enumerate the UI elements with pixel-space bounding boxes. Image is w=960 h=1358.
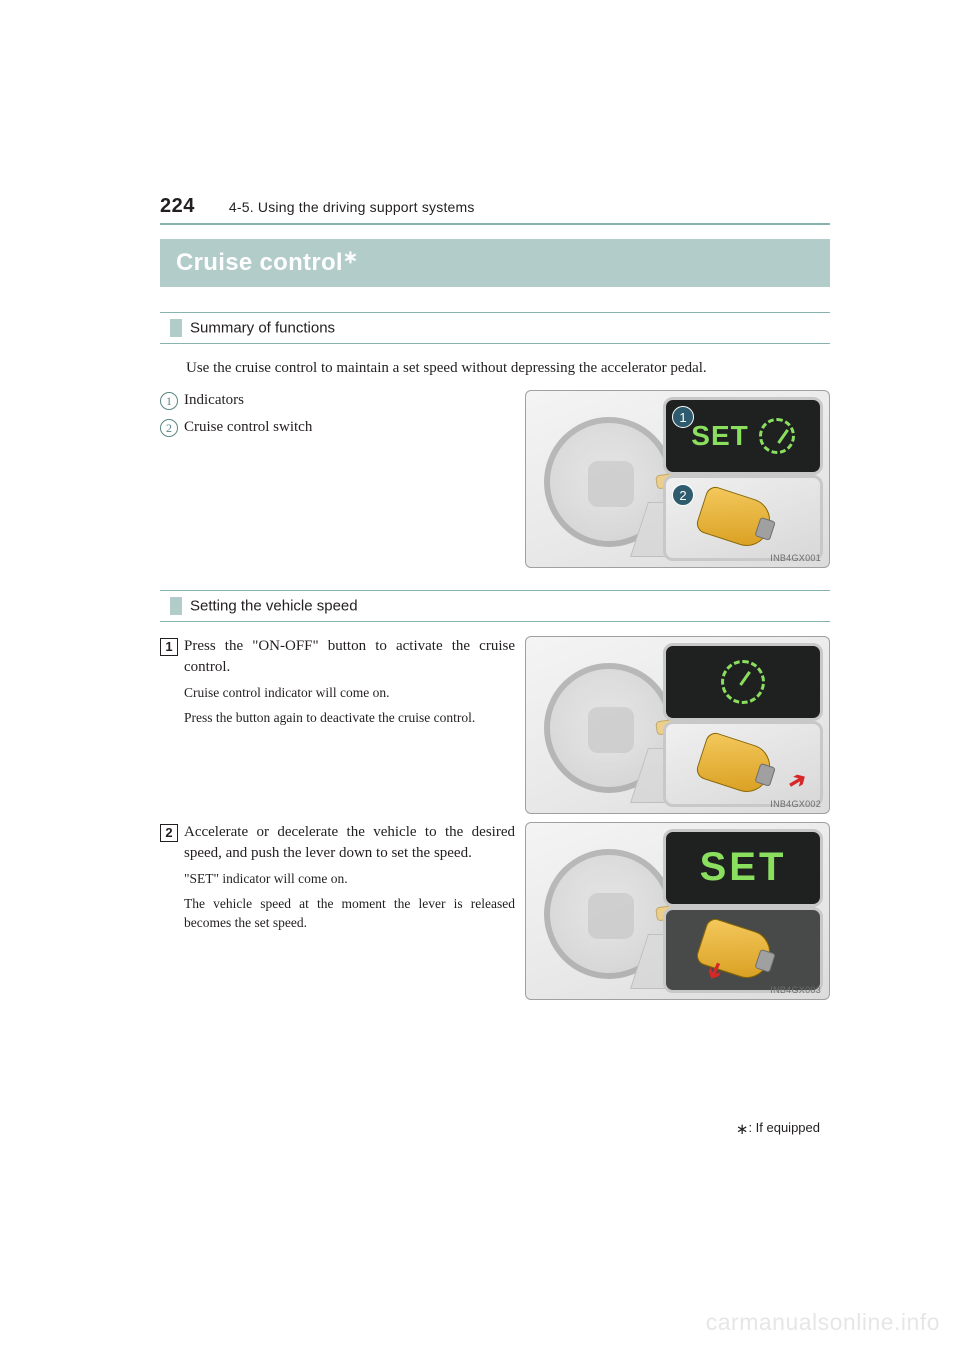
heading-accent-bar <box>170 597 182 615</box>
step-figure-col: ➔ INB4GX002 <box>525 636 830 822</box>
footnote: ∗: If equipped <box>736 1120 820 1138</box>
step-item: 2 Accelerate or decelerate the vehicle t… <box>160 822 515 933</box>
heading-text: Summary of functions <box>190 320 335 337</box>
speedometer-icon <box>759 418 795 454</box>
lever-inset: ➔ <box>663 907 823 993</box>
step-left-col: 2 Accelerate or decelerate the vehicle t… <box>160 822 515 1008</box>
page-number: 224 <box>160 195 195 217</box>
callout-item: 1 Indicators <box>160 390 515 411</box>
topic-title: Cruise control <box>176 249 343 276</box>
topic-title-bar: Cruise control∗ <box>160 239 830 287</box>
cruise-lever-icon <box>694 730 775 797</box>
step-sub-text: Cruise control indicator will come on. <box>184 684 515 703</box>
figure-step-1: ➔ INB4GX002 <box>525 636 830 814</box>
step-main-text: Press the "ON-OFF" button to activate th… <box>184 636 515 678</box>
step-text-block: Accelerate or decelerate the vehicle to … <box>184 822 515 933</box>
callout-item: 2 Cruise control switch <box>160 417 515 438</box>
step-text-block: Press the "ON-OFF" button to activate th… <box>184 636 515 728</box>
heading-text: Setting the vehicle speed <box>190 597 358 614</box>
lever-button-icon <box>754 763 775 787</box>
step-item: 1 Press the "ON-OFF" button to activate … <box>160 636 515 728</box>
summary-intro-text: Use the cruise control to maintain a set… <box>186 358 830 380</box>
step-marker-square: 2 <box>160 824 178 842</box>
step-figure-col: SET ➔ INB4GX003 <box>525 822 830 1008</box>
manual-page: 224 4-5. Using the driving support syste… <box>0 0 960 1008</box>
figure-caption: INB4GX001 <box>770 553 821 563</box>
lever-button-icon <box>754 949 775 973</box>
press-arrow-icon: ➔ <box>782 765 811 797</box>
lever-button-icon <box>754 517 775 541</box>
summary-left-col: 1 Indicators 2 Cruise control switch <box>160 390 515 576</box>
step-row: 1 Press the "ON-OFF" button to activate … <box>160 636 830 822</box>
indicator-inset: SET <box>663 829 823 907</box>
indicator-inset: 1 SET <box>663 397 823 475</box>
footnote-symbol: ∗ <box>736 1121 749 1138</box>
callout-badge: 2 <box>672 484 694 506</box>
footnote-text: : If equipped <box>748 1120 820 1135</box>
step-sub-text: "SET" indicator will come on. <box>184 870 515 889</box>
indicator-inset <box>663 643 823 721</box>
step-marker-square: 1 <box>160 638 178 656</box>
step-row: 2 Accelerate or decelerate the vehicle t… <box>160 822 830 1008</box>
figure-summary: 1 SET 2 INB4GX001 <box>525 390 830 568</box>
set-indicator-label: SET <box>700 845 787 890</box>
summary-figure-col: 1 SET 2 INB4GX001 <box>525 390 830 576</box>
figure-step-2: SET ➔ INB4GX003 <box>525 822 830 1000</box>
page-header: 224 4-5. Using the driving support syste… <box>160 195 830 225</box>
step-left-col: 1 Press the "ON-OFF" button to activate … <box>160 636 515 822</box>
callout-marker-circle: 2 <box>160 419 178 437</box>
summary-row: 1 Indicators 2 Cruise control switch 1 S… <box>160 390 830 576</box>
callout-label: Cruise control switch <box>184 417 312 438</box>
section-heading-summary: Summary of functions <box>160 312 830 344</box>
chapter-label: 4-5. Using the driving support systems <box>229 199 475 215</box>
figure-caption: INB4GX002 <box>770 799 821 809</box>
callout-badge: 1 <box>672 406 694 428</box>
figure-caption: INB4GX003 <box>770 985 821 995</box>
step-sub-text: Press the button again to deactivate the… <box>184 709 515 728</box>
lever-inset: ➔ <box>663 721 823 807</box>
cruise-lever-icon <box>694 484 775 551</box>
step-sub-text: The vehicle speed at the moment the leve… <box>184 895 515 933</box>
callout-label: Indicators <box>184 390 244 411</box>
section-heading-setting: Setting the vehicle speed <box>160 590 830 622</box>
heading-accent-bar <box>170 319 182 337</box>
set-indicator-label: SET <box>691 420 748 452</box>
speedometer-icon <box>721 660 765 704</box>
title-footnote-marker: ∗ <box>343 247 358 267</box>
callout-marker-circle: 1 <box>160 392 178 410</box>
step-main-text: Accelerate or decelerate the vehicle to … <box>184 822 515 864</box>
lever-inset: 2 <box>663 475 823 561</box>
watermark: carmanualsonline.info <box>706 1309 940 1336</box>
